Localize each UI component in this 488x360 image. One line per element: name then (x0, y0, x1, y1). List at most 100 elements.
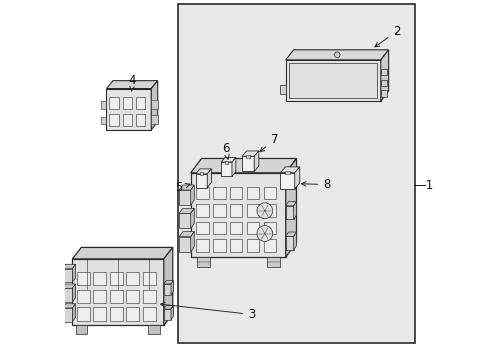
Bar (93, 307, 106, 321)
Bar (126, 307, 139, 321)
Bar (285, 171, 289, 174)
Bar (221, 162, 231, 176)
Polygon shape (285, 50, 388, 60)
Bar (212, 222, 225, 234)
Bar (246, 222, 259, 234)
Bar (106, 89, 151, 130)
Bar (246, 155, 249, 158)
Polygon shape (72, 264, 76, 282)
Bar (142, 307, 155, 321)
Bar (263, 187, 276, 199)
Polygon shape (285, 232, 296, 236)
Text: 6: 6 (221, 142, 229, 159)
Bar (199, 172, 203, 175)
Polygon shape (163, 306, 173, 309)
Bar (246, 239, 259, 252)
Polygon shape (190, 231, 194, 252)
Bar (136, 114, 145, 126)
Bar (109, 272, 122, 285)
Polygon shape (280, 167, 299, 173)
Bar (263, 222, 276, 234)
Bar (229, 204, 242, 217)
Bar (212, 239, 225, 252)
Bar (163, 284, 171, 295)
Bar (196, 222, 208, 234)
Polygon shape (171, 306, 173, 320)
Bar (380, 69, 386, 75)
Bar (289, 63, 376, 98)
Polygon shape (163, 280, 173, 284)
Text: 3: 3 (160, 302, 255, 321)
Text: 2: 2 (374, 25, 400, 47)
Polygon shape (231, 157, 235, 176)
Bar (109, 114, 119, 126)
Bar (142, 272, 155, 285)
Bar (62, 269, 72, 282)
Bar (62, 308, 72, 321)
Polygon shape (179, 208, 194, 213)
Bar (285, 236, 293, 250)
Bar (163, 309, 171, 320)
Bar (93, 289, 106, 303)
Bar (280, 85, 285, 94)
Text: 8: 8 (301, 178, 330, 191)
Bar (212, 204, 225, 217)
Polygon shape (221, 157, 235, 162)
Bar (72, 259, 163, 325)
Polygon shape (151, 81, 158, 130)
Polygon shape (254, 151, 258, 171)
Polygon shape (294, 167, 299, 189)
Bar (77, 307, 89, 321)
Bar (109, 97, 119, 109)
Bar (142, 289, 155, 303)
Polygon shape (62, 284, 76, 288)
Circle shape (334, 52, 339, 58)
Bar (179, 237, 190, 252)
Bar (266, 257, 279, 267)
Bar (280, 173, 294, 189)
Bar (136, 97, 145, 109)
Polygon shape (285, 158, 296, 257)
Bar (76, 325, 87, 334)
Bar (178, 4, 414, 343)
Bar (196, 187, 208, 199)
Polygon shape (72, 247, 172, 259)
Bar (126, 272, 139, 285)
Bar (179, 190, 190, 205)
Polygon shape (195, 169, 211, 174)
Polygon shape (62, 264, 76, 269)
Bar (196, 257, 209, 267)
Polygon shape (190, 208, 194, 228)
Polygon shape (62, 304, 76, 308)
Bar (285, 60, 380, 101)
Bar (109, 289, 122, 303)
Bar (229, 187, 242, 199)
Text: —1: —1 (414, 179, 433, 192)
Bar (285, 206, 293, 220)
Polygon shape (380, 50, 388, 101)
Bar (179, 213, 190, 228)
Bar (196, 204, 208, 217)
Bar (242, 156, 254, 171)
Polygon shape (285, 202, 296, 206)
Bar (246, 204, 259, 217)
Bar (224, 161, 228, 163)
Bar (77, 272, 89, 285)
Bar (380, 90, 386, 97)
Polygon shape (293, 232, 296, 250)
Polygon shape (163, 247, 172, 325)
Text: 7: 7 (260, 133, 278, 152)
Bar (263, 204, 276, 217)
Polygon shape (190, 185, 194, 205)
Bar (196, 239, 208, 252)
Bar (229, 239, 242, 252)
Bar (151, 116, 158, 125)
Bar (126, 289, 139, 303)
Bar (62, 288, 72, 302)
Polygon shape (72, 304, 76, 321)
Bar (380, 80, 386, 86)
Bar (101, 102, 106, 109)
Bar (148, 325, 159, 334)
Circle shape (256, 226, 272, 242)
Polygon shape (190, 158, 296, 173)
